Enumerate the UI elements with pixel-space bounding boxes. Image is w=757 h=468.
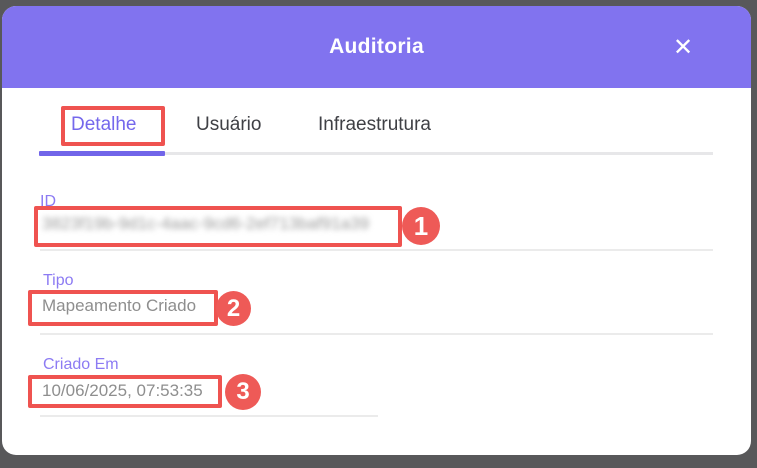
tab-usuario[interactable]: Usuário <box>196 114 262 135</box>
criado-em-field-value: 10/06/2025, 07:53:35 <box>42 381 203 400</box>
tab-detalhe[interactable]: Detalhe <box>71 114 137 135</box>
tipo-field-value: Mapeamento Criado <box>42 296 197 315</box>
annotation-circle-1: 1 <box>402 207 440 245</box>
close-icon[interactable]: ✕ <box>667 31 699 63</box>
tipo-field-label: Tipo <box>43 272 74 289</box>
id-field-label: ID <box>40 193 56 210</box>
active-tab-underline <box>39 151 165 156</box>
modal-header: Auditoria ✕ <box>2 6 751 88</box>
modal-title: Auditoria <box>329 35 424 58</box>
tab-infraestrutura[interactable]: Infraestrutura <box>318 114 431 135</box>
id-field-underline <box>40 249 713 251</box>
tipo-field-underline <box>40 333 713 335</box>
tabs-divider <box>39 152 713 155</box>
annotation-circle-2: 2 <box>216 291 251 326</box>
auditoria-modal: Auditoria ✕ Detalhe Usuário Infraestrutu… <box>2 6 751 455</box>
criado-em-field-label: Criado Em <box>43 356 119 373</box>
annotation-circle-3: 3 <box>225 374 261 410</box>
criado-em-field-underline <box>40 415 378 417</box>
id-field-value-redacted: 3823f19b-9d1c-4aac-9cd6-2ef713baf91a39 <box>42 214 370 233</box>
